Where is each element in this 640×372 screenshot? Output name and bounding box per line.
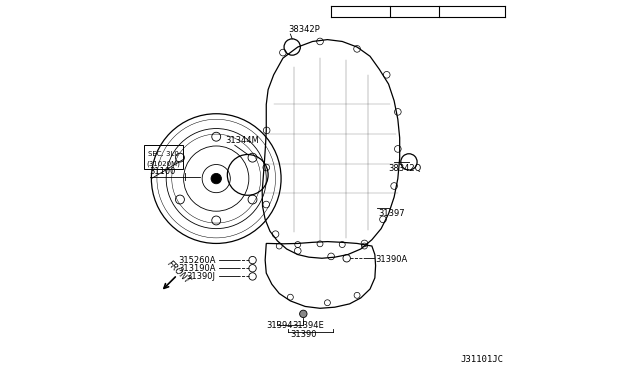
Text: 31390: 31390 (290, 330, 317, 339)
Text: 31390A: 31390A (375, 254, 407, 263)
Text: 31100: 31100 (150, 167, 176, 176)
Text: 38342Q: 38342Q (388, 164, 422, 173)
Text: 38342P: 38342P (289, 25, 320, 34)
Text: FRONT: FRONT (165, 259, 192, 285)
Text: (31020M): (31020M) (147, 160, 180, 167)
Text: 31394: 31394 (266, 321, 292, 330)
Text: 315260A: 315260A (178, 256, 216, 264)
Circle shape (211, 173, 221, 184)
Text: 31390J: 31390J (186, 272, 216, 281)
Text: J31101JC: J31101JC (460, 355, 504, 364)
Text: 31344M: 31344M (225, 137, 259, 145)
Text: 31394E: 31394E (292, 321, 324, 330)
Text: 313190A: 313190A (178, 264, 216, 273)
Circle shape (300, 310, 307, 318)
Text: 31397: 31397 (378, 209, 405, 218)
Text: SEC. 3L0: SEC. 3L0 (148, 151, 179, 157)
